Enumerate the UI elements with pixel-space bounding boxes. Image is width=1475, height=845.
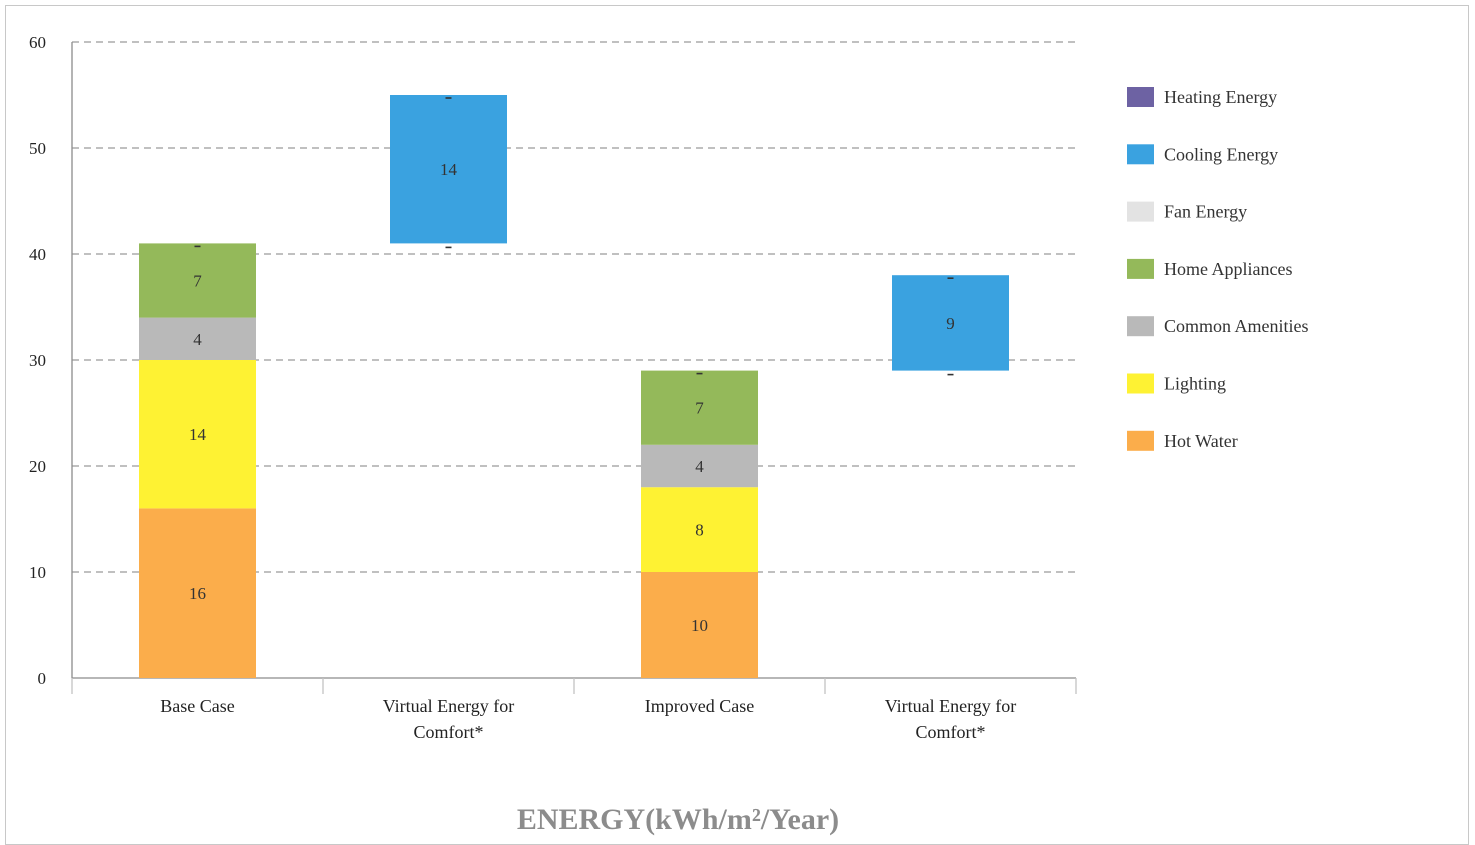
chart-title: ENERGY(kWh/m²/Year) <box>517 803 839 836</box>
bar-segment <box>139 243 256 318</box>
category-label: Base Case <box>160 696 234 716</box>
bar-segment <box>139 360 256 509</box>
category-labels: Base Case Virtual Energy for Comfort* Impro… <box>160 696 1016 742</box>
legend-label: Fan Energy <box>1164 202 1247 222</box>
bar-segment <box>139 508 256 678</box>
bar-segment <box>892 275 1009 371</box>
bar-segment <box>641 444 758 488</box>
legend-label: Common Amenities <box>1164 316 1309 336</box>
bar-segment <box>641 370 758 445</box>
data-label: 4 <box>193 330 202 349</box>
y-tick-label: 0 <box>38 669 47 688</box>
legend-swatch <box>1127 430 1154 451</box>
bar-segment <box>390 95 507 244</box>
data-label: 10 <box>691 616 708 635</box>
legend-label: Home Appliances <box>1164 259 1292 279</box>
data-labels: 16 14 4 7 14 10 8 4 7 9 <box>189 97 955 635</box>
y-tick-label: 30 <box>29 351 46 370</box>
legend-swatch <box>1127 201 1154 222</box>
category-label: Improved Case <box>645 696 754 716</box>
bar-segment <box>641 572 758 678</box>
category-label: Comfort* <box>916 722 986 742</box>
bar-segment <box>139 317 256 360</box>
data-label: 4 <box>695 457 704 476</box>
legend-label: Lighting <box>1164 374 1226 394</box>
y-tick-label: 40 <box>29 245 46 264</box>
data-label: 14 <box>189 425 207 444</box>
data-label: 7 <box>193 272 202 291</box>
legend-label: Cooling Energy <box>1164 144 1278 164</box>
data-label: 14 <box>440 160 458 179</box>
category-label: Virtual Energy for <box>383 696 515 716</box>
category-label: Virtual Energy for <box>885 696 1017 716</box>
y-tick-label: 60 <box>29 33 46 52</box>
legend: Heating Energy Cooling Energy Fan Energy Ho… <box>1127 87 1309 451</box>
legend-swatch <box>1127 258 1154 279</box>
legend-swatch <box>1127 373 1154 394</box>
y-tick-label: 10 <box>29 563 46 582</box>
legend-swatch <box>1127 316 1154 337</box>
y-tick-labels: 0 10 20 30 40 50 60 <box>29 33 46 688</box>
legend-swatch <box>1127 144 1154 165</box>
legend-swatch <box>1127 87 1154 107</box>
category-label: Comfort* <box>414 722 484 742</box>
bar-segment <box>641 487 758 572</box>
legend-label: Heating Energy <box>1164 87 1277 107</box>
data-label: 9 <box>946 314 955 333</box>
y-tick-label: 20 <box>29 457 46 476</box>
data-label: 16 <box>189 584 206 603</box>
data-label: 8 <box>695 521 704 540</box>
data-label: 7 <box>695 399 704 418</box>
legend-label: Hot Water <box>1164 431 1238 451</box>
y-tick-label: 50 <box>29 139 46 158</box>
bars <box>139 95 1009 678</box>
